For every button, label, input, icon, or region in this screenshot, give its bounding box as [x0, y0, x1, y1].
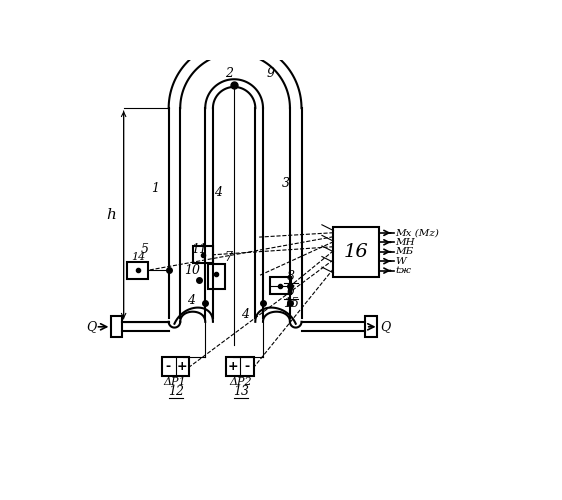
Text: W: W — [396, 256, 406, 266]
Text: -: - — [165, 360, 170, 374]
Bar — [127, 262, 148, 278]
Text: Q: Q — [86, 320, 96, 334]
Text: 10: 10 — [184, 264, 200, 278]
Bar — [208, 264, 225, 289]
Text: -: - — [244, 360, 249, 374]
Bar — [111, 316, 123, 337]
Text: 7: 7 — [224, 250, 232, 264]
Text: 4: 4 — [187, 294, 195, 307]
Text: 8: 8 — [287, 270, 295, 283]
Text: 16: 16 — [344, 242, 369, 260]
Text: MH: MH — [396, 238, 415, 247]
Text: 5: 5 — [141, 243, 149, 256]
Text: 9: 9 — [267, 67, 275, 80]
Text: 11: 11 — [191, 243, 207, 256]
Bar — [193, 246, 212, 264]
Bar — [162, 357, 189, 376]
Text: +: + — [176, 360, 187, 374]
Text: tж: tж — [396, 266, 411, 275]
Bar — [333, 226, 379, 277]
Text: h: h — [106, 208, 116, 222]
Text: 4: 4 — [241, 308, 249, 322]
Text: +: + — [227, 360, 238, 374]
Text: 15: 15 — [283, 297, 299, 310]
Text: 6: 6 — [287, 286, 295, 298]
Text: 1: 1 — [151, 182, 159, 196]
Text: MБ: MБ — [396, 247, 414, 256]
Text: ΔP1: ΔP1 — [163, 377, 186, 387]
Text: 12: 12 — [169, 384, 184, 398]
Text: 2: 2 — [225, 67, 233, 80]
Text: ΔP2: ΔP2 — [229, 377, 252, 387]
Bar — [226, 357, 254, 376]
Text: 4: 4 — [214, 186, 222, 200]
Text: Q: Q — [380, 320, 390, 334]
Bar — [365, 316, 377, 337]
Text: 13: 13 — [233, 384, 249, 398]
Text: Mx (Mz): Mx (Mz) — [396, 228, 439, 237]
Text: 14: 14 — [132, 252, 146, 262]
Bar — [270, 277, 291, 294]
Text: 3: 3 — [282, 176, 290, 190]
